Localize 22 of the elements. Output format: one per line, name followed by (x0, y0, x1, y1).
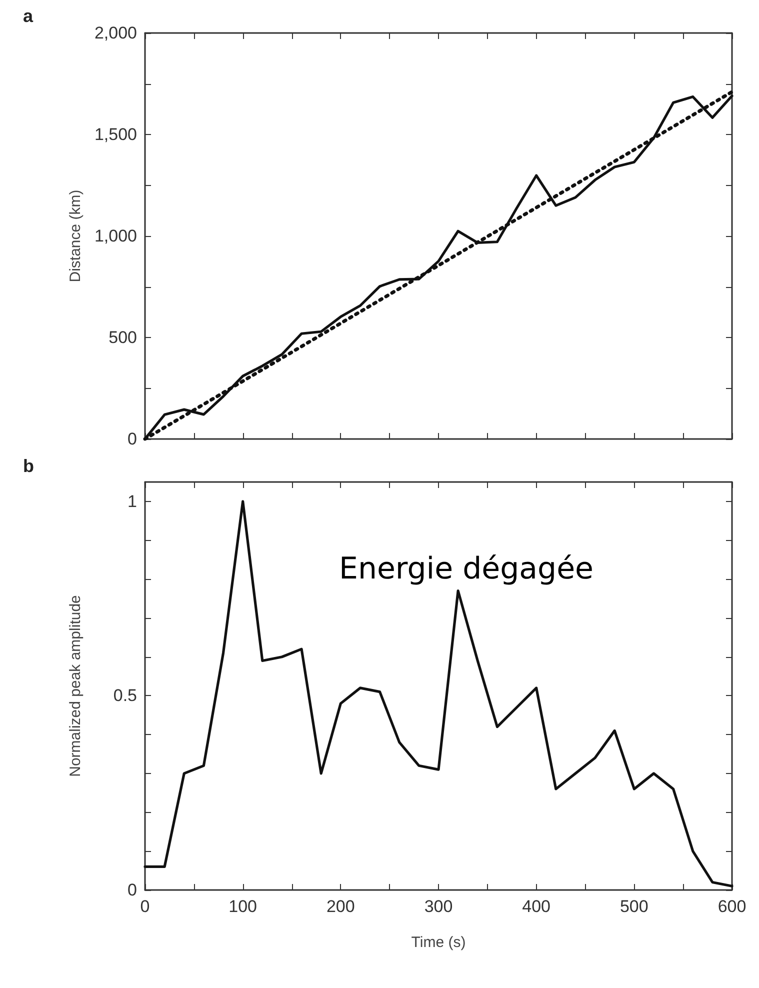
x-axis-title: Time (s) (411, 934, 466, 951)
x-tick-label: 500 (620, 897, 648, 916)
y-tick-label: 2,000 (94, 24, 137, 42)
x-tick-label: 200 (326, 897, 355, 916)
y-tick-label: 500 (108, 328, 137, 347)
x-tick-label: 100 (228, 897, 258, 916)
x-tick-label: 0 (140, 897, 150, 916)
chart-title: b (23, 456, 34, 476)
y-tick-label: 1,500 (94, 125, 137, 144)
y-axis-title: Normalized peak amplitude (67, 595, 84, 777)
y-tick-label: 0 (128, 880, 137, 900)
y-tick-label: 0.5 (113, 686, 137, 706)
y-tick-label: 1 (128, 492, 137, 511)
y-tick-label: 1,000 (94, 226, 137, 246)
line-series (144, 500, 734, 888)
x-tick-label: 400 (522, 897, 551, 916)
y-axis-title: Distance (km) (67, 190, 84, 282)
x-tick-label: 300 (424, 897, 453, 916)
y-tick-label: 0 (128, 430, 137, 448)
annotation: Energie dégagée (339, 552, 594, 586)
chart-title: a (23, 6, 34, 26)
x-tick-label: 600 (718, 897, 746, 916)
